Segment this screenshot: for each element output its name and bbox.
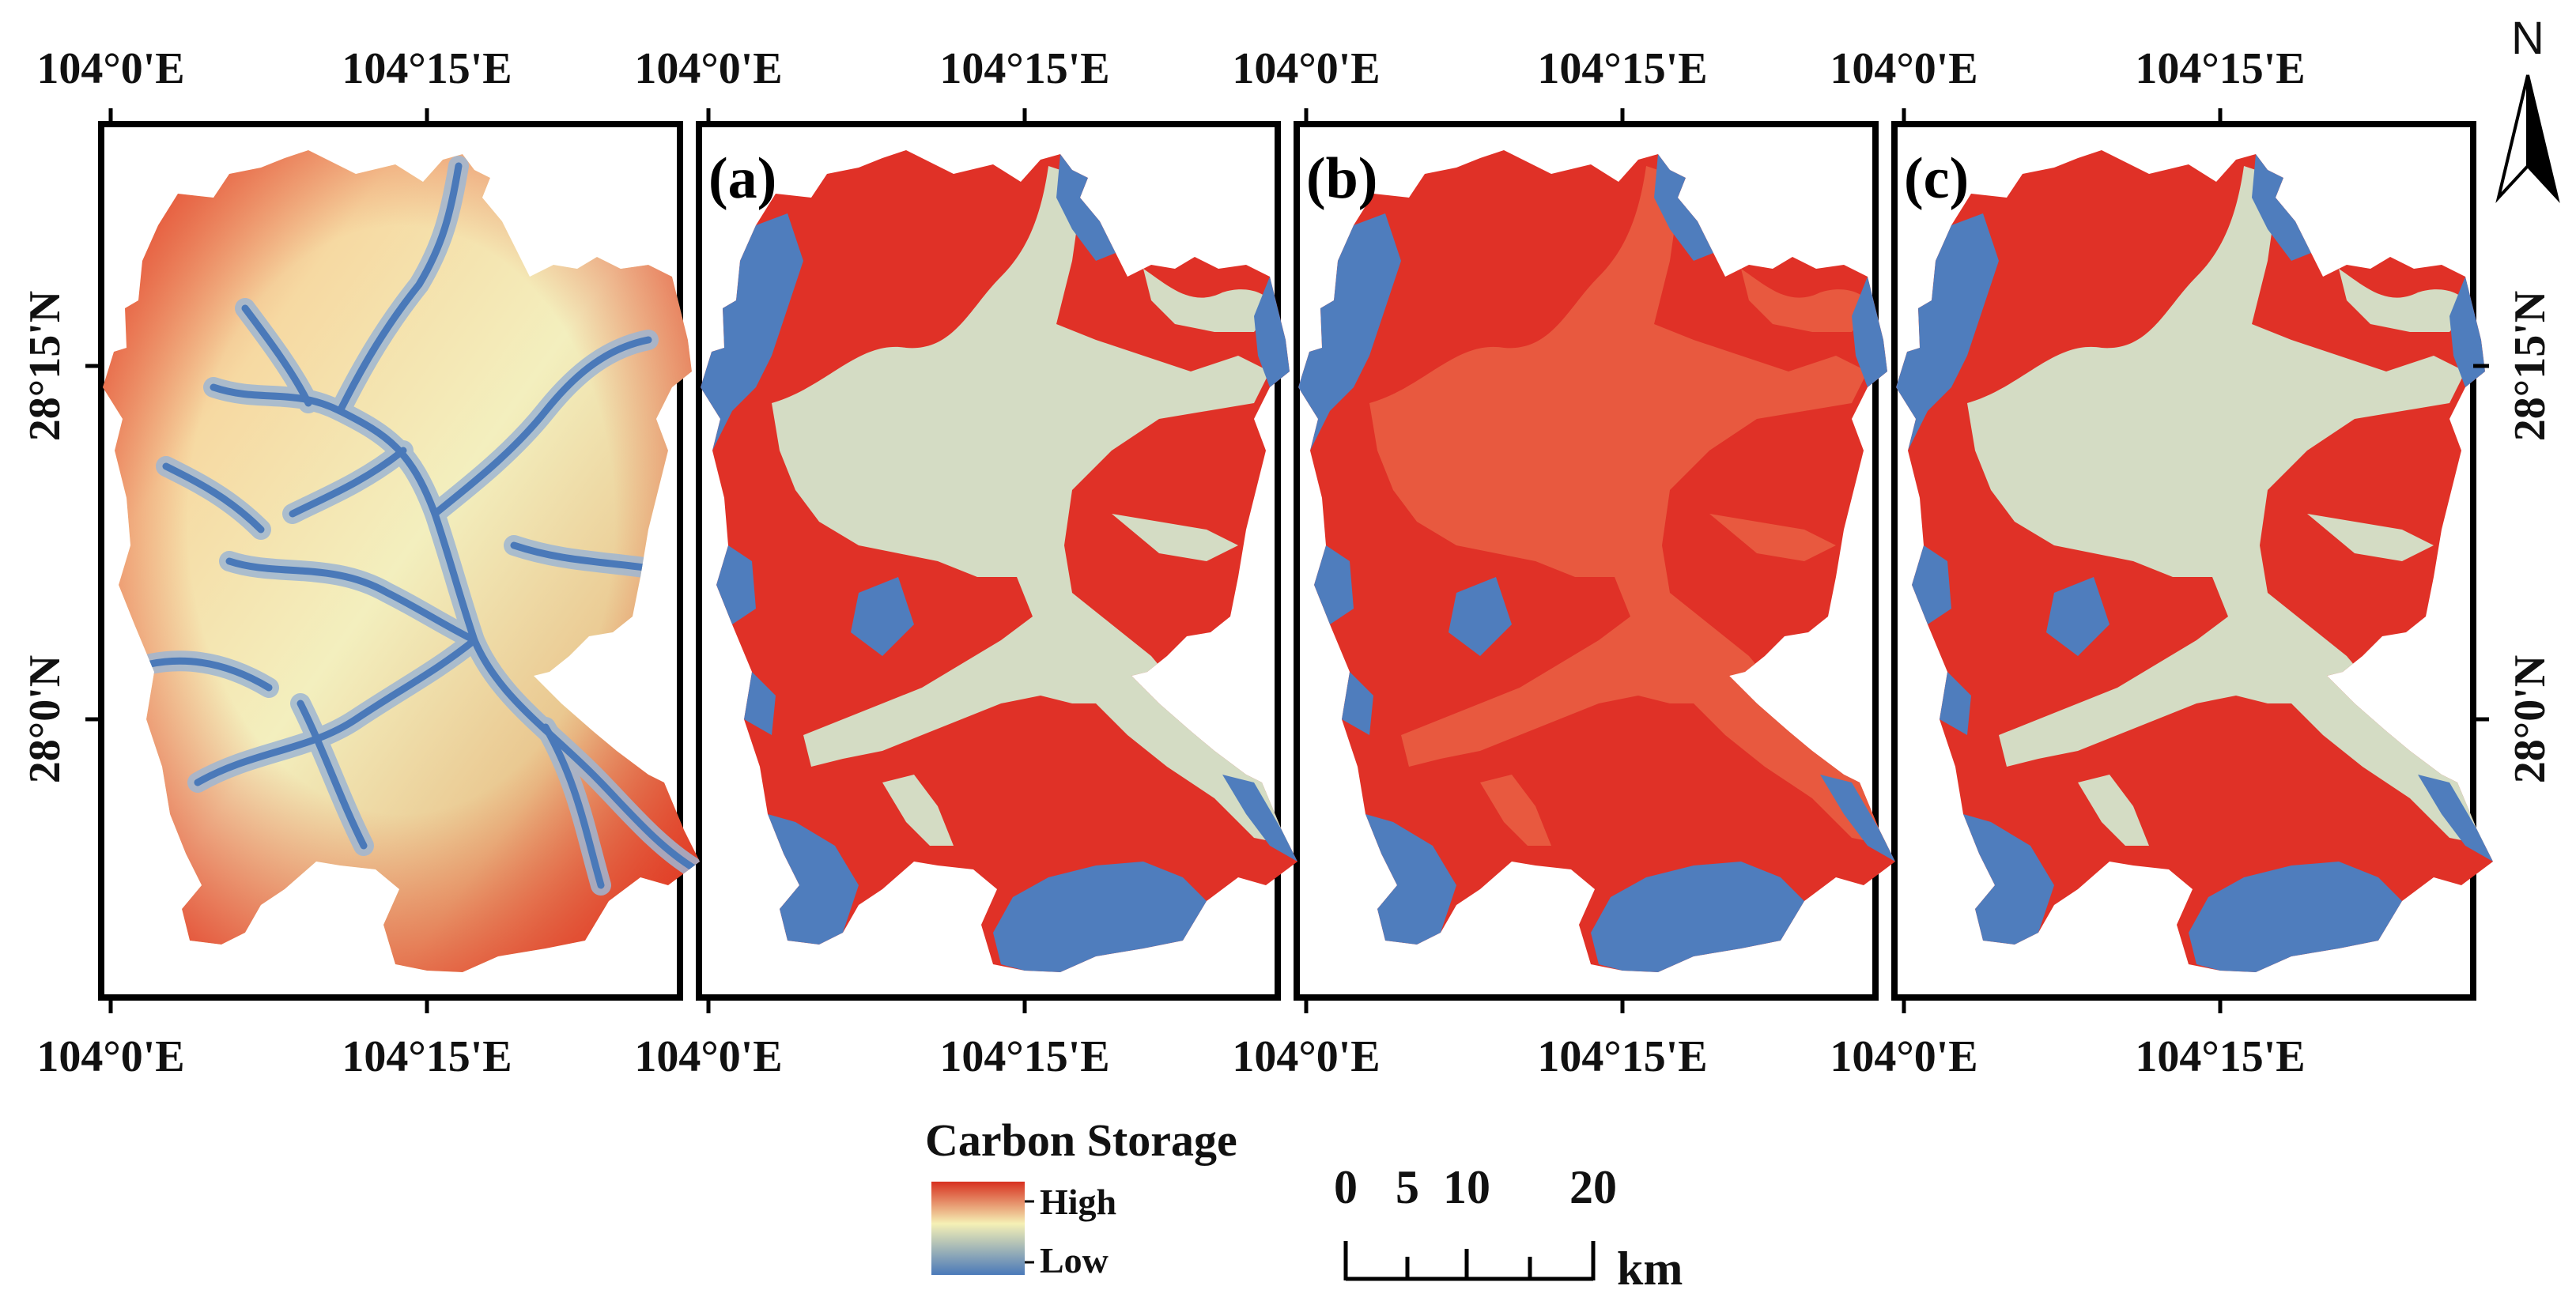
legend-high-label: High [1040, 1182, 1116, 1222]
bottom-lon-label: 104°15'E [342, 1032, 512, 1081]
bottom-lon-label: 104°15'E [2135, 1032, 2305, 1081]
bottom-lon-label: 104°15'E [1537, 1032, 1707, 1081]
top-lon-label: 104°15'E [342, 44, 512, 93]
scale-unit: km [1617, 1243, 1683, 1295]
carbon-map-a [701, 150, 1297, 972]
north-arrow: N [2495, 13, 2560, 203]
carbon-map-b [1298, 150, 1895, 972]
scale-label: 0 [1334, 1161, 1358, 1213]
left-lat-label: 28°0'N [21, 655, 70, 783]
legend-color-ramp [931, 1182, 1025, 1275]
scale-label: 10 [1443, 1161, 1490, 1213]
top-lon-label: 104°15'E [939, 44, 1109, 93]
top-lon-label: 104°15'E [2135, 44, 2305, 93]
scale-label: 5 [1396, 1161, 1419, 1213]
scale-label: 20 [1569, 1161, 1617, 1213]
panel-label-b: (b) [1306, 146, 1377, 211]
top-lon-label: 104°0'E [1232, 44, 1380, 93]
top-lon-label: 104°0'E [36, 44, 184, 93]
north-label: N [2511, 13, 2544, 64]
panel-label-c: (c) [1904, 146, 1969, 211]
tick-marks [85, 108, 2489, 1013]
north-arrow-icon [2495, 74, 2529, 203]
bottom-lon-label: 104°0'E [1830, 1032, 1977, 1081]
elevation-map [103, 150, 700, 972]
right-lat-label: 28°15'N [2506, 291, 2555, 441]
bottom-lon-label: 104°0'E [1232, 1032, 1380, 1081]
top-lon-label: 104°0'E [1830, 44, 1977, 93]
bottom-lon-label: 104°0'E [634, 1032, 782, 1081]
carbon-map-c [1896, 150, 2493, 972]
top-lon-label: 104°15'E [1537, 44, 1707, 93]
left-lat-label: 28°15'N [21, 291, 70, 441]
scale-bar: 0 5 10 20 km [1334, 1161, 1683, 1295]
legend-low-label: Low [1040, 1240, 1109, 1280]
bottom-lon-label: 104°0'E [36, 1032, 184, 1081]
legend-title: Carbon Storage [925, 1114, 1237, 1166]
bottom-lon-label: 104°15'E [939, 1032, 1109, 1081]
panel-label-a: (a) [708, 146, 776, 211]
top-lon-label: 104°0'E [634, 44, 782, 93]
right-lat-label: 28°0'N [2506, 655, 2555, 783]
